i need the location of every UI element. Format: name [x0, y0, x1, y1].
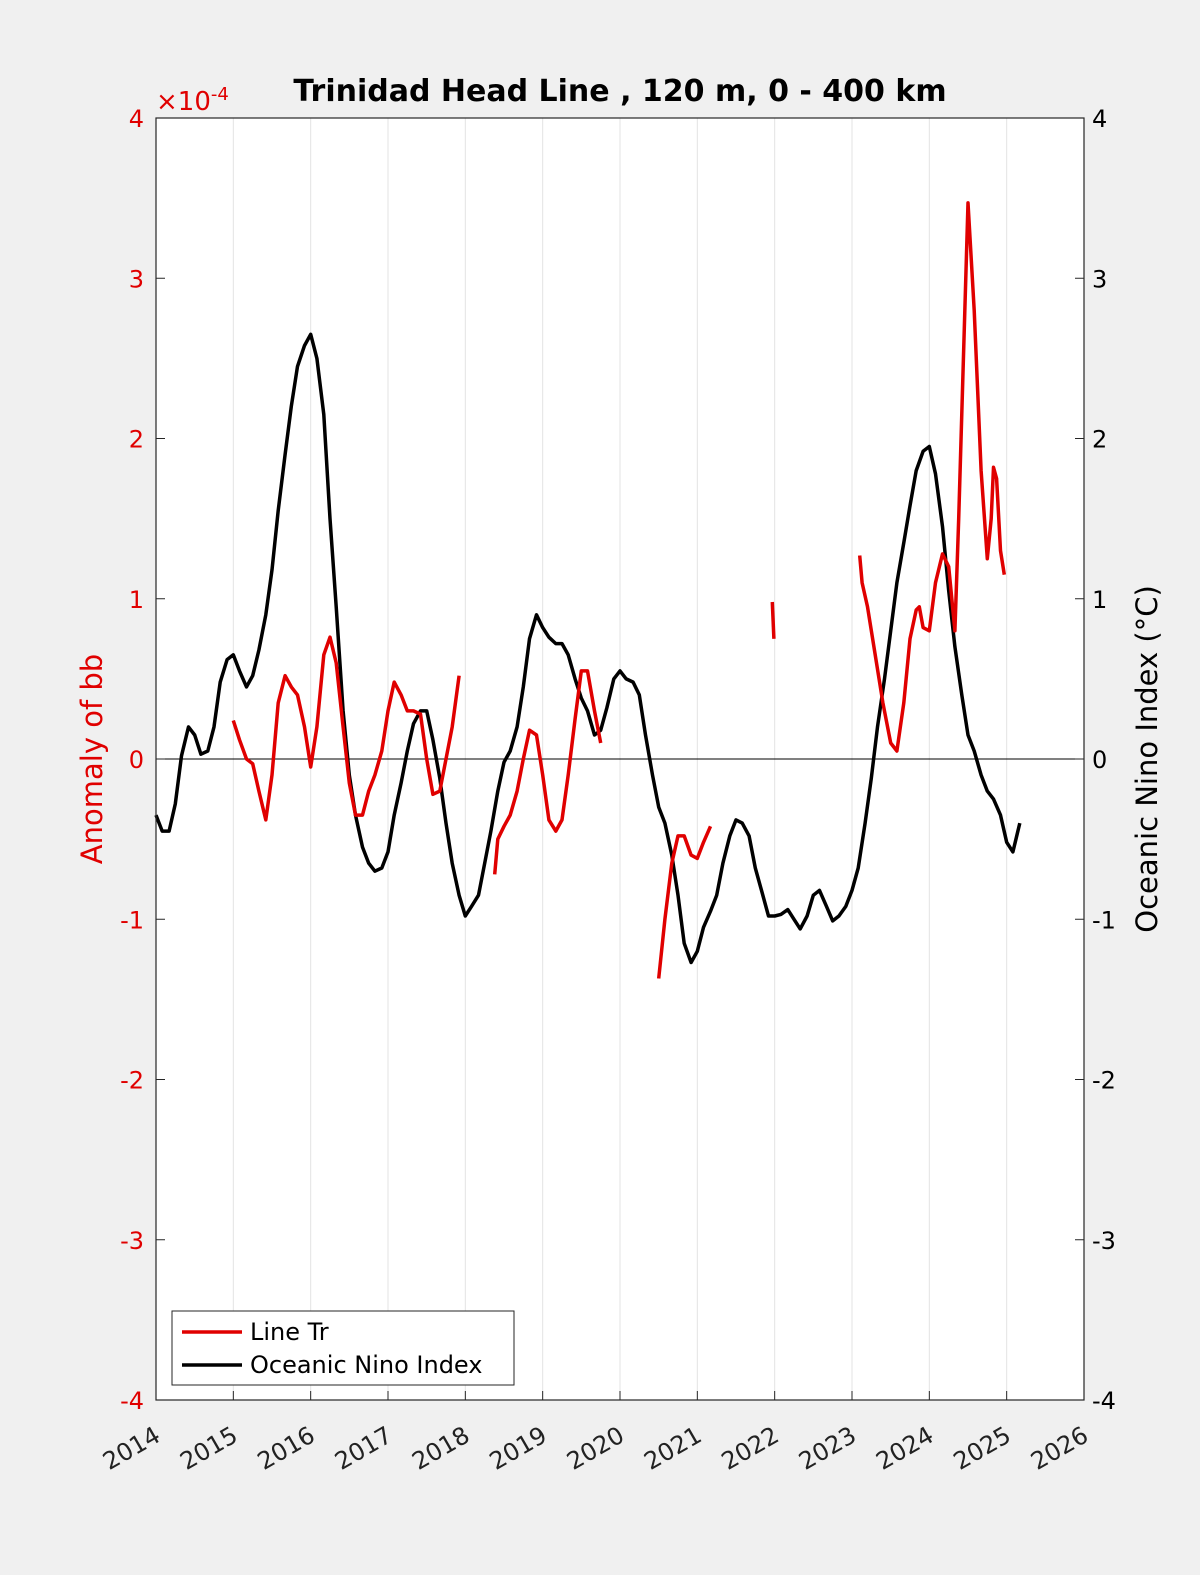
right-tick-label--1: -1 [1092, 906, 1116, 934]
tick-layer [155, 117, 1085, 1401]
series-line-tr-segment-0 [231, 635, 461, 822]
right-tick-labels: 4 3 2 1 0 -1 -2 -3 -4 [1092, 105, 1116, 1415]
left-axis-multiplier: ×10-4 [156, 84, 229, 117]
legend-line-tr-label: Line Tr [250, 1318, 329, 1346]
left-tick-label--3: -3 [120, 1227, 144, 1255]
legend-oni-label: Oceanic Nino Index [250, 1351, 482, 1379]
left-tick-label--2: -2 [120, 1067, 144, 1095]
left-tick-label-2: 2 [129, 426, 144, 454]
left-tick-label-4: 4 [129, 105, 144, 133]
right-tick-label-0: 0 [1092, 746, 1107, 774]
right-tick-label-4: 4 [1092, 105, 1107, 133]
left-axis-multiplier-exponent: -4 [211, 84, 229, 105]
right-tick-label--2: -2 [1092, 1067, 1116, 1095]
right-tick-label-3: 3 [1092, 265, 1107, 293]
legend-box [171, 1310, 515, 1386]
series-layer [154, 201, 1022, 979]
left-tick-label-0: 0 [129, 746, 144, 774]
series-line-tr-segment-1 [492, 669, 603, 875]
left-tick-labels: 4 3 2 1 0 -1 -2 -3 -4 [120, 105, 144, 1415]
left-axis-label: Anomaly of bb [75, 654, 109, 864]
series-oceanic-nino-index-segment-0 [154, 332, 1022, 965]
right-tick-label--3: -3 [1092, 1227, 1116, 1255]
series-line-tr-segment-4 [857, 201, 1007, 753]
legend: Line Tr Oceanic Nino Index [171, 1310, 515, 1386]
left-tick-label-1: 1 [129, 586, 144, 614]
left-axis-multiplier-base: ×10 [156, 87, 211, 117]
left-tick-label--4: -4 [120, 1387, 144, 1415]
right-tick-label--4: -4 [1092, 1387, 1116, 1415]
right-tick-label-1: 1 [1092, 586, 1107, 614]
left-tick-label-3: 3 [129, 265, 144, 293]
series-line-tr-segment-3 [770, 601, 776, 639]
series-line-tr-segment-2 [656, 825, 713, 979]
left-tick-label--1: -1 [120, 906, 144, 934]
right-tick-label-2: 2 [1092, 426, 1107, 454]
chart-title: Trinidad Head Line , 120 m, 0 - 400 km [293, 74, 946, 109]
right-axis-label: Oceanic Nino Index (°C) [1130, 585, 1164, 933]
